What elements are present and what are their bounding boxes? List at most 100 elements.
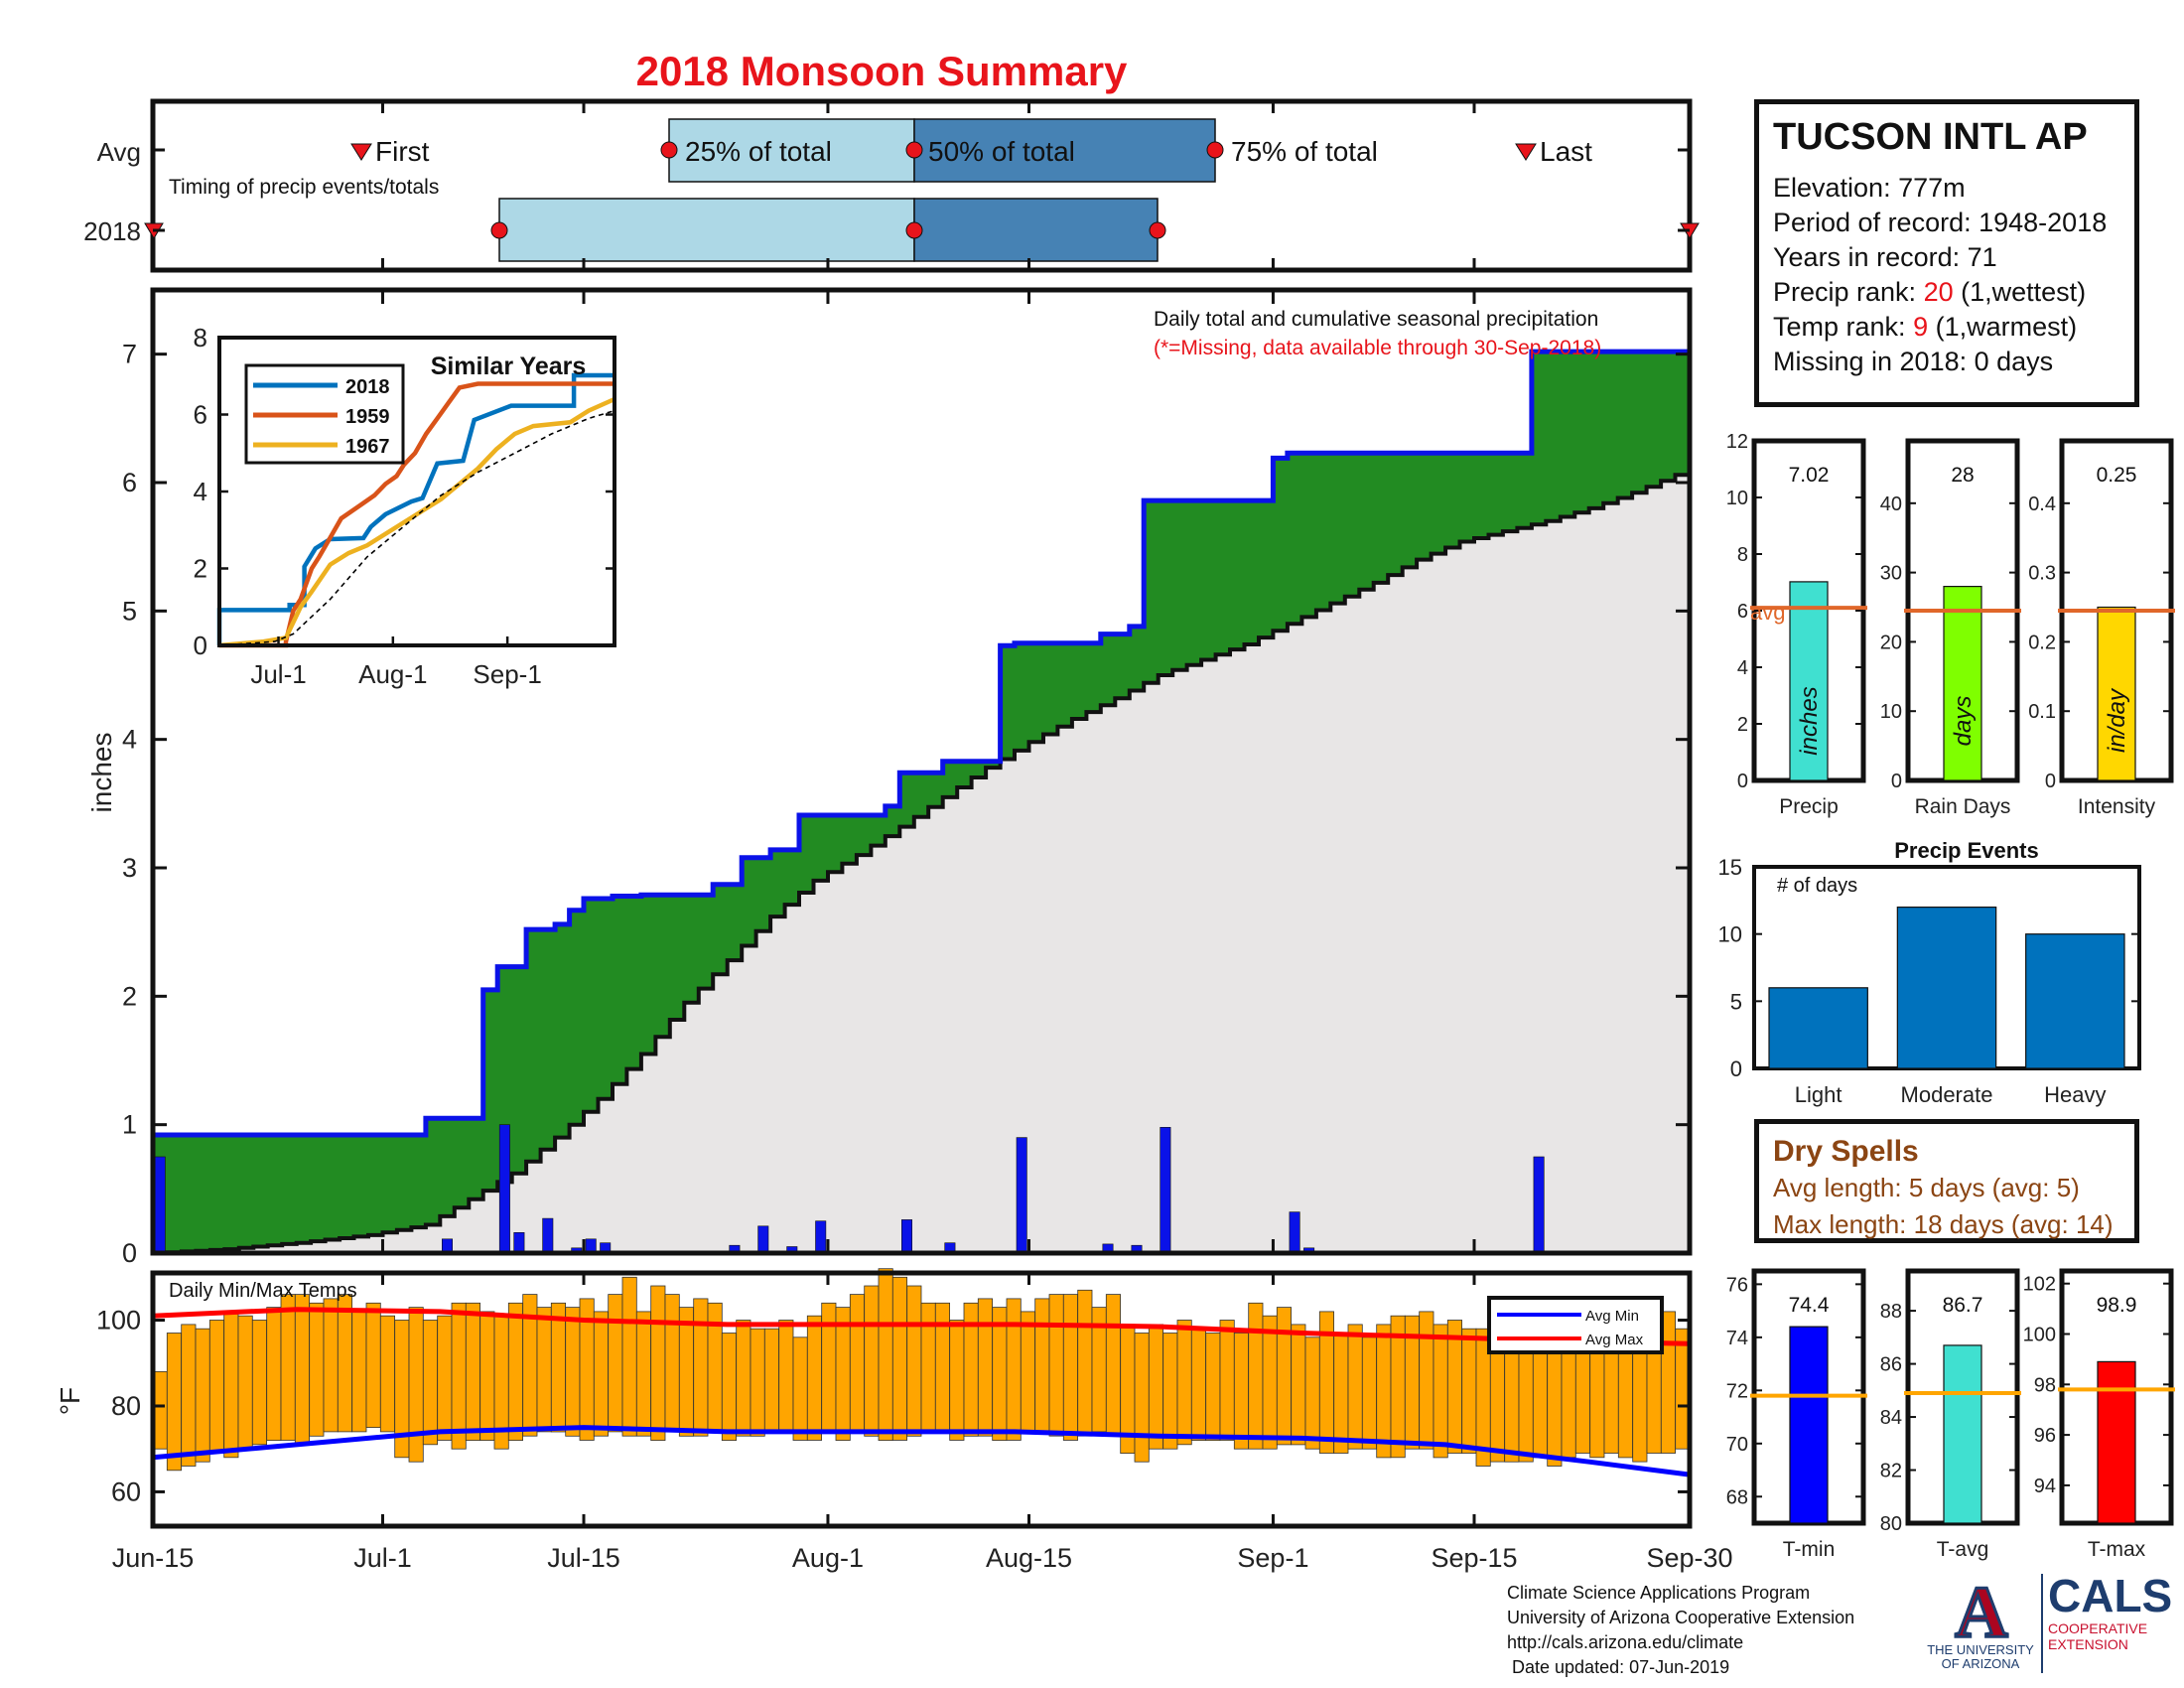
- dry-spells-heading: Dry Spells: [1773, 1135, 1919, 1168]
- temp-range-bar: [1248, 1302, 1264, 1450]
- temp-range-bar: [763, 1328, 779, 1433]
- daily-precip-bar: [542, 1217, 554, 1254]
- similar-years-axes: 0 2 4 6 8 Jul-1 Aug-1 Sep-1: [194, 323, 614, 689]
- normal-cumulative-line: [153, 470, 1692, 1255]
- daily-precip-bar: [1533, 1156, 1545, 1254]
- temp-range-bar: [721, 1333, 737, 1441]
- daily-precip-bar: [1016, 1137, 1027, 1254]
- summary-y-tick-label: 10: [1726, 488, 1748, 509]
- dry-spells-max: Max length: 18 days (avg: 14): [1773, 1209, 2114, 1239]
- temp-range-bar: [437, 1315, 453, 1441]
- precip-subtitle: (*=Missing, data available through 30-Se…: [1154, 337, 1601, 359]
- temp-range-bar: [1034, 1298, 1050, 1433]
- temp-range-bar: [550, 1302, 566, 1433]
- temp-range-bar: [237, 1315, 253, 1450]
- temp-range-bar: [678, 1307, 694, 1437]
- temp-range-bar: [750, 1328, 765, 1437]
- summary-y-tick-label: 6: [1737, 601, 1748, 623]
- temp-range-bar: [323, 1298, 339, 1433]
- legend-label-1959: 1959: [345, 406, 390, 428]
- temp-range-bar: [223, 1311, 239, 1459]
- summary-y-tick-label: 8: [1737, 544, 1748, 566]
- year-p50-p75-box: [913, 198, 1159, 262]
- date-tick-label: Sep-1: [1237, 1543, 1308, 1573]
- first-label: First: [375, 136, 430, 167]
- summary-y-tick-label: 30: [1880, 563, 1902, 585]
- p75-label: 75% of total: [1231, 136, 1378, 167]
- summary-y-tick-label: 0.2: [2028, 632, 2056, 653]
- temp-range-bar: [1361, 1336, 1378, 1450]
- temp-range-bar: [1006, 1298, 1022, 1441]
- summary-bar: [1789, 581, 1829, 781]
- ua-logo-line-1: THE UNIVERSITY: [1927, 1642, 2034, 1657]
- year-p50-marker: [905, 221, 923, 239]
- temp-range-bar: [1461, 1328, 1477, 1454]
- y-tick-label: 7: [122, 340, 137, 369]
- temp-range-bar: [1433, 1324, 1448, 1459]
- first-marker: [350, 143, 372, 161]
- avg-p25-marker: [660, 141, 678, 159]
- summary-y-tick-label: 68: [1726, 1486, 1748, 1508]
- summary-y-tick-label: 2: [1737, 714, 1748, 736]
- temp-range-bar: [408, 1307, 424, 1463]
- logo-divider: [2041, 1574, 2043, 1673]
- precip-rank-prefix: Precip rank:: [1773, 277, 1924, 307]
- summary-value-label: 74.4: [1789, 1294, 1830, 1317]
- summary-value-label: 28: [1951, 464, 1974, 487]
- ua-logo-text: THE UNIVERSITY OF ARIZONA: [1916, 1643, 2045, 1671]
- p25-label: 25% of total: [685, 136, 832, 167]
- y-tick-label: 4: [122, 725, 137, 755]
- series-line-avg: [218, 409, 615, 646]
- inset-y-tick-label: 2: [194, 554, 207, 584]
- avg-p75-marker: [1206, 141, 1224, 159]
- temp-range-bar: [806, 1315, 822, 1441]
- precip-events-bars: [1768, 906, 2125, 1069]
- series-line-1967: [218, 396, 615, 648]
- legend-avg-max-label: Avg Max: [1585, 1332, 1644, 1348]
- avg-p25-p50-box: [668, 118, 915, 183]
- summary-bar-panels: 0246810127.02Precipinchesavg01020304028R…: [1726, 431, 2175, 1561]
- events-title: Precip Events: [1894, 838, 2039, 863]
- temp-y-tick-label: 80: [111, 1391, 141, 1421]
- summary-y-tick-label: 82: [1880, 1461, 1902, 1482]
- summary-y-tick-label: 100: [2023, 1325, 2056, 1346]
- event-bar: [1768, 987, 1868, 1069]
- temp-range-bar: [1105, 1294, 1122, 1437]
- station-missing: Missing in 2018: 0 days: [1773, 347, 2054, 376]
- temp-range-bar: [1162, 1333, 1178, 1450]
- summary-y-tick-label: 88: [1880, 1301, 1902, 1323]
- cals-logo-sub-1: COOPERATIVE: [2048, 1620, 2148, 1636]
- temp-range-bar: [1276, 1307, 1293, 1446]
- temp-range-bar: [251, 1320, 268, 1446]
- temp-range-bar: [1077, 1289, 1093, 1437]
- temp-rank-prefix: Temp rank:: [1773, 312, 1914, 342]
- summary-bar: [2097, 606, 2136, 781]
- summary-y-tick-label: 72: [1726, 1380, 1748, 1402]
- temp-range-bar: [1262, 1315, 1278, 1450]
- temp-rank-value: 9: [1913, 312, 1929, 342]
- summary-y-tick-label: 84: [1880, 1407, 1902, 1429]
- footer-line-4: Date updated: 07-Jun-2019: [1507, 1657, 1730, 1677]
- event-bar: [2025, 933, 2125, 1069]
- daily-precip-bar: [757, 1225, 769, 1254]
- events-x-tick-label: Heavy: [2044, 1082, 2106, 1107]
- temp-range-bar: [878, 1268, 893, 1441]
- date-tick-label: Aug-1: [792, 1543, 864, 1573]
- summary-y-tick-label: 98: [2034, 1374, 2056, 1396]
- summary-y-tick-label: 0.3: [2028, 563, 2056, 585]
- summary-value-label: 0.25: [2097, 464, 2137, 487]
- temp-range-bar: [792, 1336, 808, 1441]
- summary-panel-intensity: 0 0.1 0.2 0.3 0.4 0.25 Intensity in/day: [2028, 438, 2175, 818]
- precip-rank-value: 20: [1923, 277, 1954, 307]
- last-marker: [1515, 143, 1537, 161]
- summary-y-tick-label: 40: [1880, 493, 1902, 515]
- avg-p50-p75-box: [913, 118, 1216, 183]
- temp-range-bar: [1233, 1333, 1250, 1450]
- inset-title: Similar Years: [431, 352, 587, 380]
- summary-y-tick-label: 74: [1726, 1328, 1748, 1349]
- station-elevation: Elevation: 777m: [1773, 173, 1966, 203]
- temp-range-bar: [1219, 1320, 1235, 1441]
- temp-range-bar: [465, 1302, 480, 1442]
- temp-range-bar: [1048, 1294, 1064, 1437]
- temp-range-bar: [1518, 1336, 1534, 1463]
